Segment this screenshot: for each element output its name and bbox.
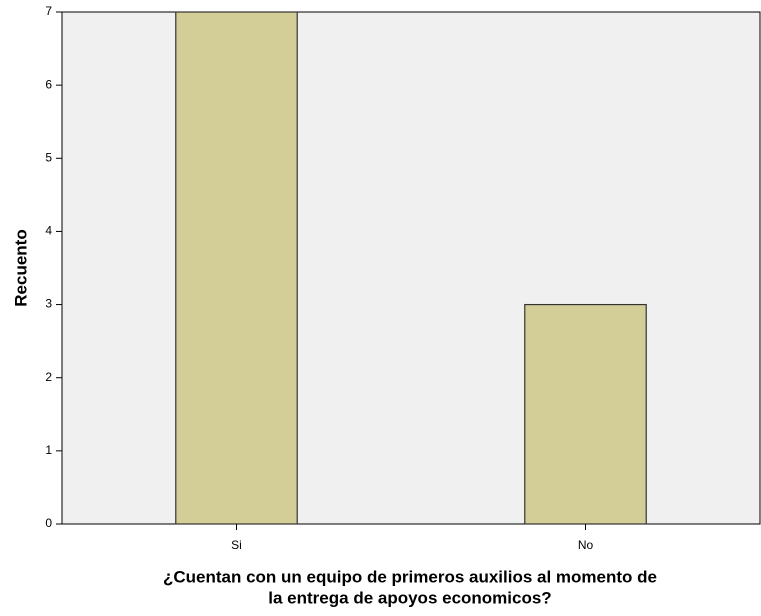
y-tick-label: 2 [45, 370, 52, 384]
x-tick-label: No [578, 538, 594, 552]
y-tick-label: 1 [45, 443, 52, 457]
y-tick-label: 6 [45, 77, 52, 91]
y-tick-label: 7 [45, 4, 52, 18]
y-tick-label: 4 [45, 224, 52, 238]
y-tick-label: 5 [45, 150, 52, 164]
y-tick-label: 0 [45, 516, 52, 530]
y-axis-title: Recuento [11, 229, 30, 306]
y-tick-label: 3 [45, 297, 52, 311]
plot-area [61, 11, 761, 525]
x-axis-title: la entrega de apoyos economicos? [268, 588, 551, 607]
bar [175, 11, 298, 525]
x-tick-label: Si [231, 538, 242, 552]
x-axis-title: ¿Cuentan con un equipo de primeros auxil… [163, 567, 657, 586]
bar [524, 303, 647, 525]
